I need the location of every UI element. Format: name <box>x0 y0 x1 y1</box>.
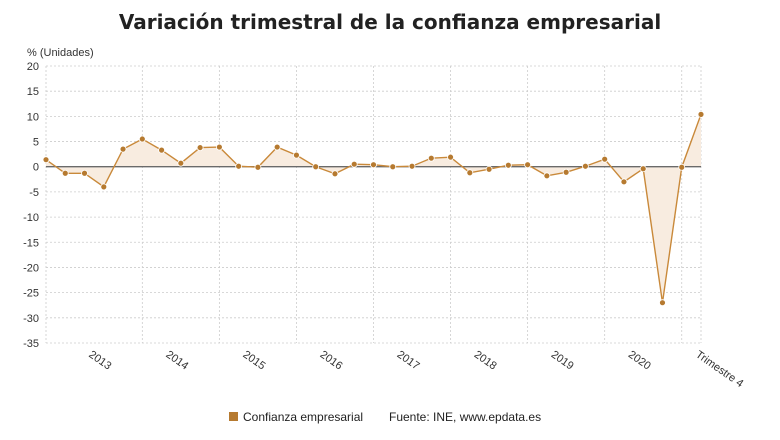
data-point <box>370 161 377 169</box>
data-point <box>620 178 628 186</box>
data-point <box>389 163 397 171</box>
data-point <box>697 110 705 118</box>
y-tick-label: 20 <box>27 61 39 73</box>
data-point <box>42 156 50 164</box>
data-point <box>215 143 223 151</box>
data-point <box>524 161 532 169</box>
source-text: Fuente: INE, www.epdata.es <box>389 410 541 424</box>
x-tick-label: 2019 <box>549 349 576 373</box>
y-tick-label: 5 <box>33 137 39 149</box>
data-point <box>504 161 512 169</box>
data-point <box>138 135 146 143</box>
x-tick-labels: 2013 2014 2015 2016 2017 2018 2019 2020 Trimestr… <box>86 349 745 391</box>
legend: Confianza empresarial Fuente: INE, www.e… <box>229 410 541 424</box>
data-point <box>639 165 647 173</box>
data-point <box>119 145 127 153</box>
y-tick-label: -20 <box>23 262 39 274</box>
y-tick-label: 10 <box>27 111 39 123</box>
data-point <box>331 170 339 178</box>
data-point <box>543 172 551 180</box>
data-point <box>100 183 108 191</box>
x-tick-label: 2015 <box>241 349 268 373</box>
x-tick-label: Trimestre 4 <box>693 349 745 391</box>
data-point <box>678 163 686 171</box>
y-tick-labels: 20 15 10 5 0 -5 -10 -15 -20 -25 -30 -35 <box>23 61 39 350</box>
data-point <box>350 160 358 168</box>
y-tick-label: 15 <box>27 86 39 98</box>
data-point <box>466 169 474 177</box>
data-point <box>273 143 281 151</box>
x-tick-label: 2013 <box>86 349 113 373</box>
y-tick-label: -15 <box>23 237 39 249</box>
data-point <box>235 162 243 170</box>
y-tick-label: 0 <box>33 162 39 174</box>
data-point <box>408 162 416 170</box>
x-tick-label: 2020 <box>626 349 653 373</box>
data-point <box>447 153 454 161</box>
data-point <box>196 144 204 151</box>
data-point <box>61 169 69 177</box>
y-tick-label: -10 <box>23 212 39 224</box>
area-fill-group <box>46 114 701 303</box>
data-point <box>485 165 493 173</box>
y-axis-label: % (Unidades) <box>27 47 94 59</box>
data-point <box>427 154 435 162</box>
data-point <box>582 162 589 170</box>
series-area-fill <box>46 114 701 303</box>
x-tick-label: 2017 <box>395 349 422 373</box>
chart-title: Variación trimestral de la confianza emp… <box>119 10 661 34</box>
data-point <box>659 299 666 307</box>
data-point <box>177 159 185 167</box>
legend-swatch <box>229 412 238 421</box>
data-point <box>81 169 88 177</box>
y-tick-label: -5 <box>29 187 39 199</box>
x-tick-label: 2018 <box>472 349 499 373</box>
data-point <box>312 163 320 171</box>
legend-label: Confianza empresarial <box>243 410 363 424</box>
y-tick-label: -25 <box>23 288 39 300</box>
data-point <box>601 155 609 163</box>
data-point <box>254 163 262 171</box>
x-tick-label: 2016 <box>318 349 345 373</box>
grid-lines <box>45 65 702 344</box>
data-points <box>42 110 705 307</box>
y-tick-label: -35 <box>23 338 39 350</box>
y-tick-label: -30 <box>23 313 39 325</box>
data-point <box>158 146 165 154</box>
x-tick-label: 2014 <box>163 349 190 373</box>
data-point <box>293 151 300 159</box>
data-point <box>562 168 570 176</box>
